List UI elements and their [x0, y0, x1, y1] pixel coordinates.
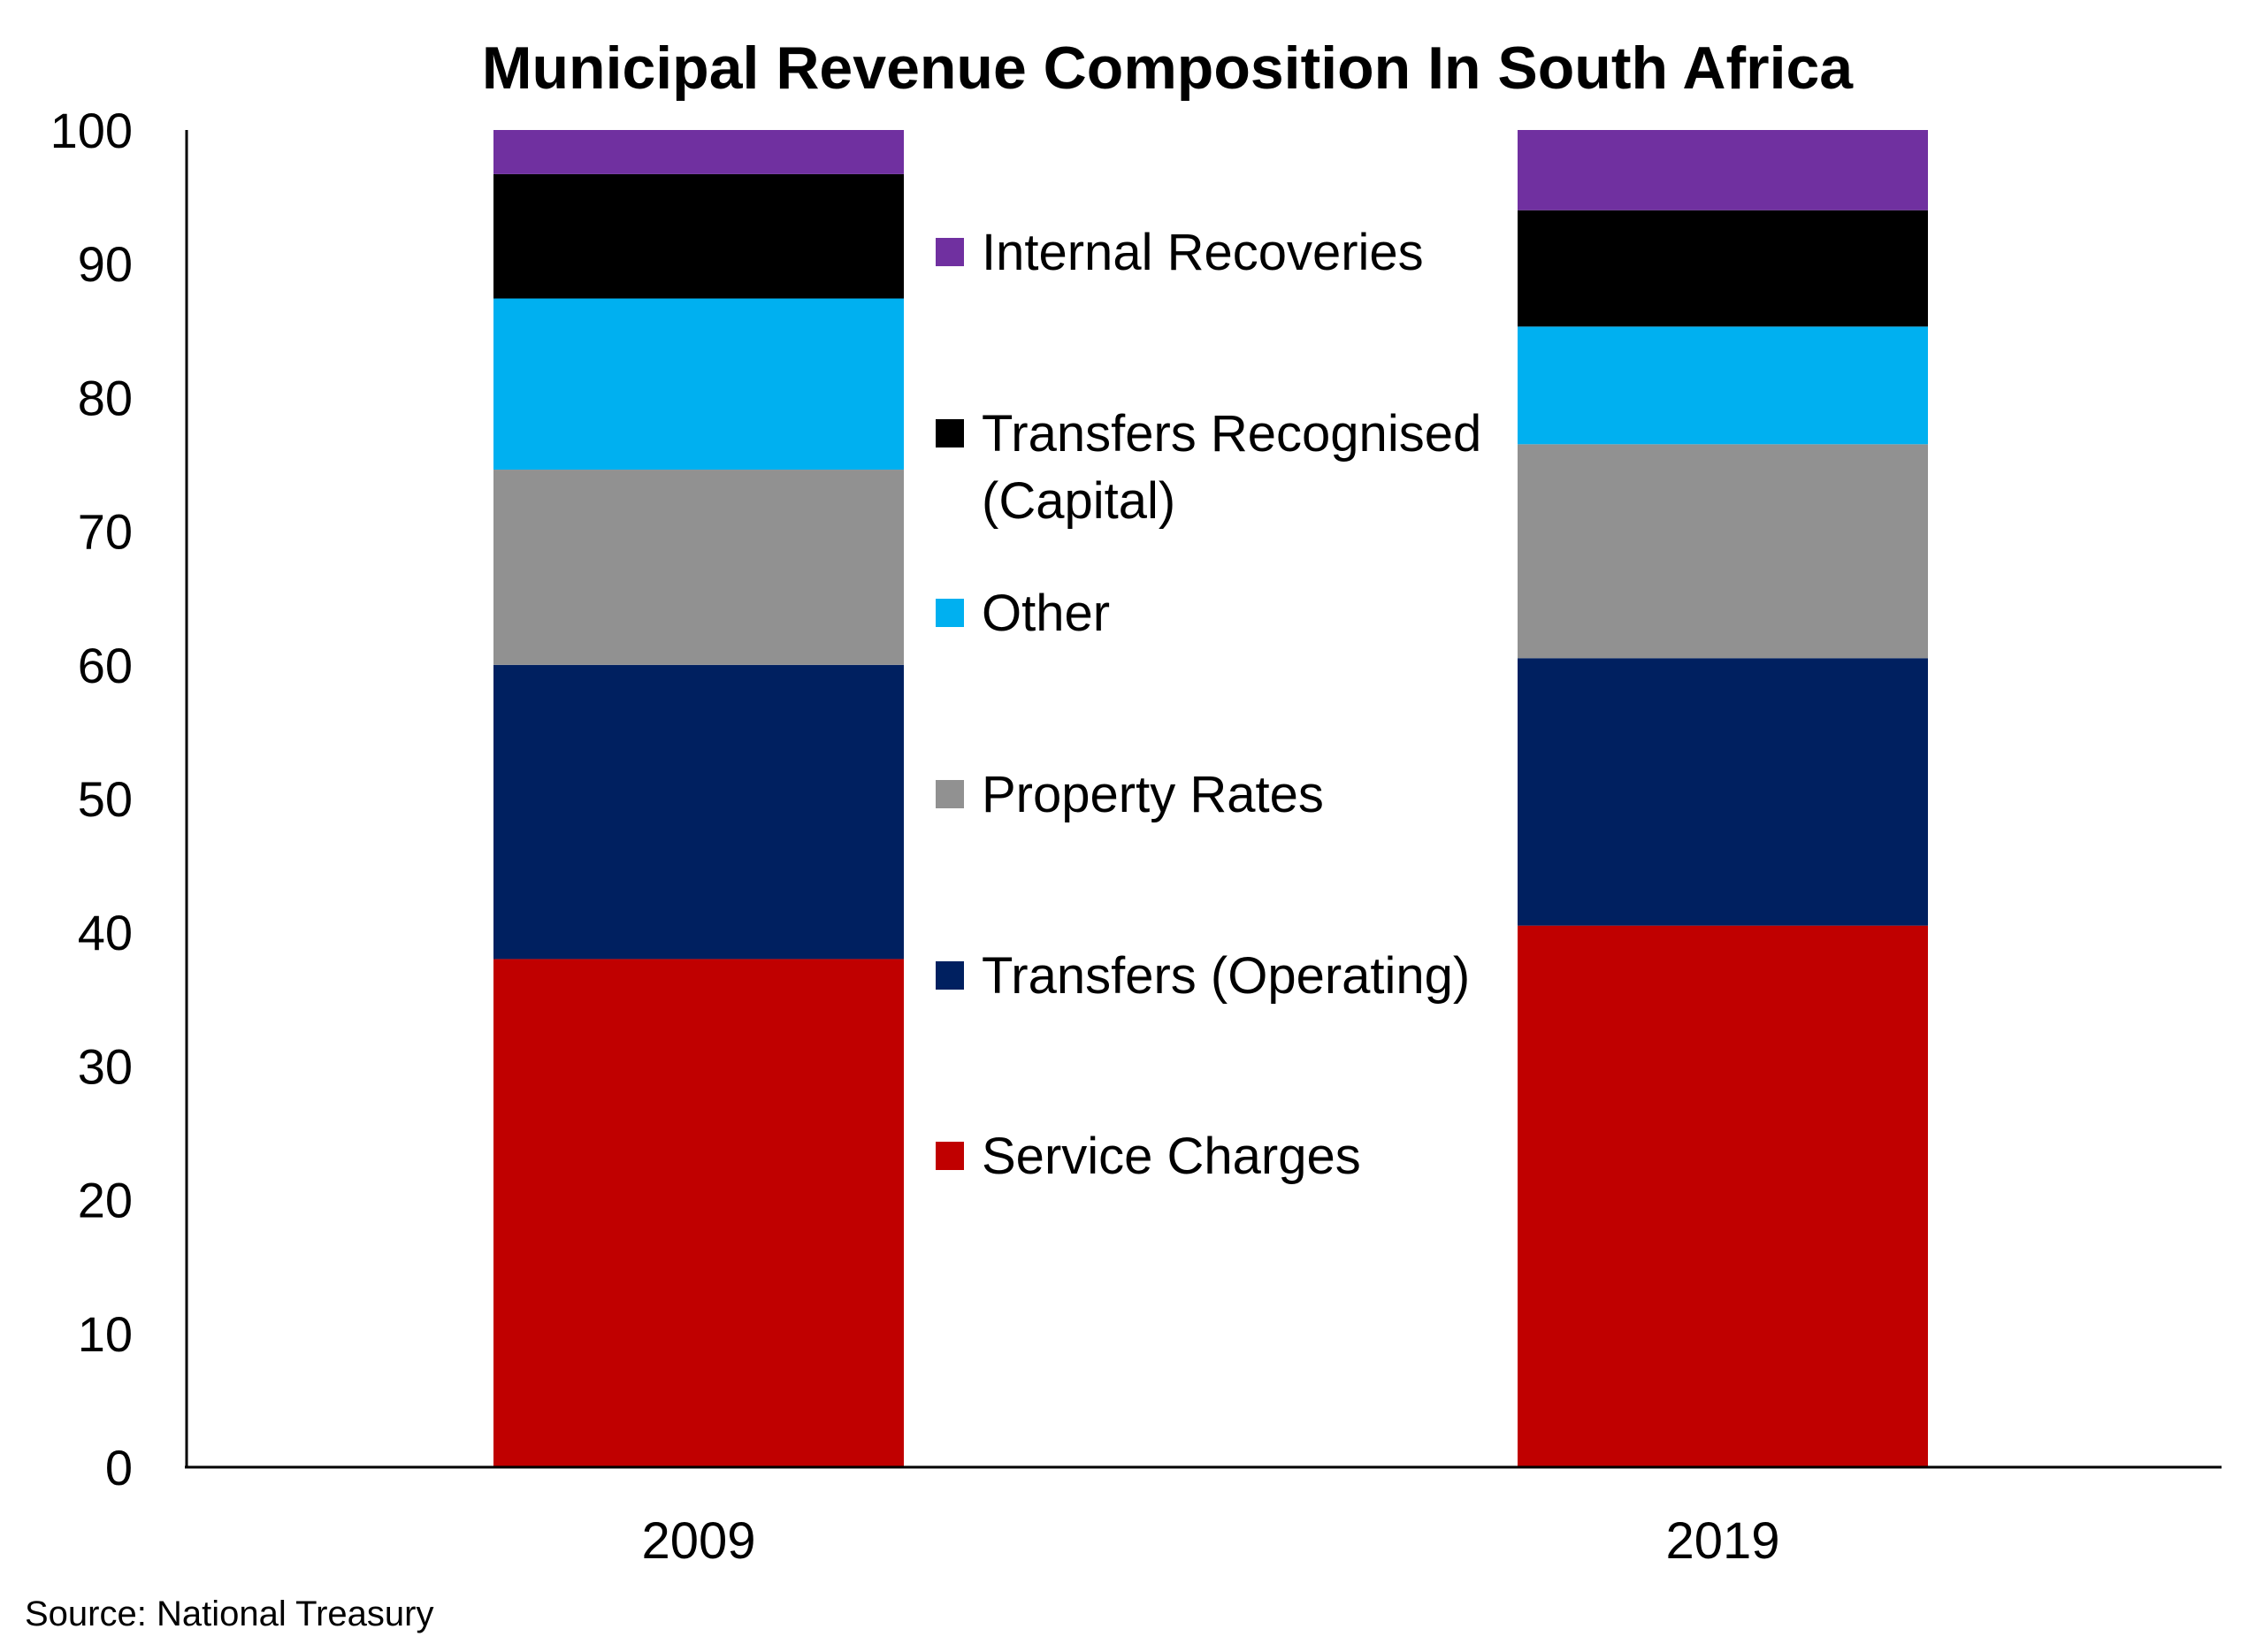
x-category-label: 2009: [641, 1512, 755, 1570]
y-tick-label: 60: [78, 638, 133, 693]
y-tick-label: 10: [78, 1306, 133, 1362]
legend-label: Property Rates: [982, 766, 1324, 823]
legend-label: Transfers (Operating): [982, 947, 1470, 1005]
bar-segment-2009-3: [493, 298, 904, 470]
y-tick-label: 20: [78, 1173, 133, 1228]
y-tick-label: 30: [78, 1038, 133, 1094]
bars: [493, 130, 1928, 1467]
legend-label: Internal Recoveries: [982, 224, 1424, 281]
chart-title: Municipal Revenue Composition In South A…: [482, 34, 1854, 102]
bar-segment-2009-1: [493, 664, 904, 960]
bar-segment-2009-4: [493, 173, 904, 299]
legend-swatch: [936, 780, 964, 808]
bar-segment-2019-1: [1518, 658, 1928, 926]
legend-swatch: [936, 419, 964, 447]
bar-segment-2019-2: [1518, 444, 1928, 659]
legend-label: Other: [982, 585, 1110, 642]
y-tick-label: 80: [78, 370, 133, 425]
legend: Internal Recoveries Transfers Recognised (…: [936, 224, 1481, 1185]
legend-swatch: [936, 961, 964, 990]
bar-segment-2019-3: [1518, 326, 1928, 445]
y-axis-ticks: 0 10 20 30 40 50 60 70 80 90 100: [50, 103, 133, 1495]
bar-segment-2009-0: [493, 959, 904, 1467]
legend-label: (Capital): [982, 472, 1175, 530]
bar-segment-2009-2: [493, 470, 904, 665]
legend-swatch: [936, 1142, 964, 1170]
legend-swatch: [936, 599, 964, 627]
bar-segment-2019-5: [1518, 130, 1928, 210]
x-axis-labels: 2009 2019: [641, 1512, 1779, 1570]
bar-segment-2019-4: [1518, 210, 1928, 327]
y-tick-label: 70: [78, 504, 133, 560]
y-tick-label: 100: [50, 103, 133, 158]
legend-label: Service Charges: [982, 1128, 1361, 1185]
legend-label: Transfers Recognised: [982, 405, 1481, 463]
y-tick-label: 50: [78, 771, 133, 827]
y-tick-label: 40: [78, 905, 133, 960]
y-tick-label: 90: [78, 236, 133, 292]
y-tick-label: 0: [105, 1440, 133, 1495]
x-category-label: 2019: [1665, 1512, 1779, 1570]
source-note: Source: National Treasury: [25, 1595, 433, 1633]
bar-segment-2019-0: [1518, 925, 1928, 1467]
legend-swatch: [936, 238, 964, 266]
bar-segment-2009-5: [493, 130, 904, 174]
